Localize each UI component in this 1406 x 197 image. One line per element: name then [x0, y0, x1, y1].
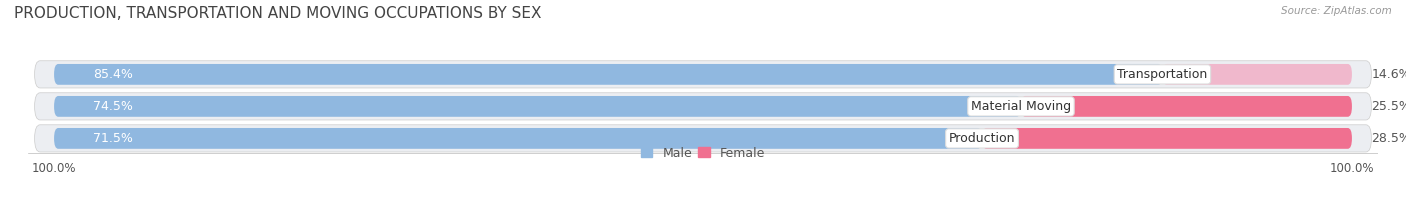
- FancyBboxPatch shape: [981, 128, 1353, 149]
- FancyBboxPatch shape: [53, 64, 1163, 85]
- FancyBboxPatch shape: [35, 61, 1371, 88]
- Text: 71.5%: 71.5%: [93, 132, 134, 145]
- Text: Production: Production: [949, 132, 1015, 145]
- FancyBboxPatch shape: [53, 128, 981, 149]
- Text: Source: ZipAtlas.com: Source: ZipAtlas.com: [1281, 6, 1392, 16]
- Text: Material Moving: Material Moving: [972, 100, 1071, 113]
- Text: PRODUCTION, TRANSPORTATION AND MOVING OCCUPATIONS BY SEX: PRODUCTION, TRANSPORTATION AND MOVING OC…: [14, 6, 541, 21]
- FancyBboxPatch shape: [53, 96, 1021, 117]
- FancyBboxPatch shape: [35, 125, 1371, 152]
- Text: 14.6%: 14.6%: [1371, 68, 1406, 81]
- Text: 85.4%: 85.4%: [93, 68, 134, 81]
- FancyBboxPatch shape: [1163, 64, 1353, 85]
- Text: 74.5%: 74.5%: [93, 100, 134, 113]
- FancyBboxPatch shape: [35, 93, 1371, 120]
- FancyBboxPatch shape: [1021, 96, 1353, 117]
- Text: 25.5%: 25.5%: [1371, 100, 1406, 113]
- Text: Transportation: Transportation: [1118, 68, 1208, 81]
- Text: 28.5%: 28.5%: [1371, 132, 1406, 145]
- Legend: Male, Female: Male, Female: [641, 147, 765, 160]
